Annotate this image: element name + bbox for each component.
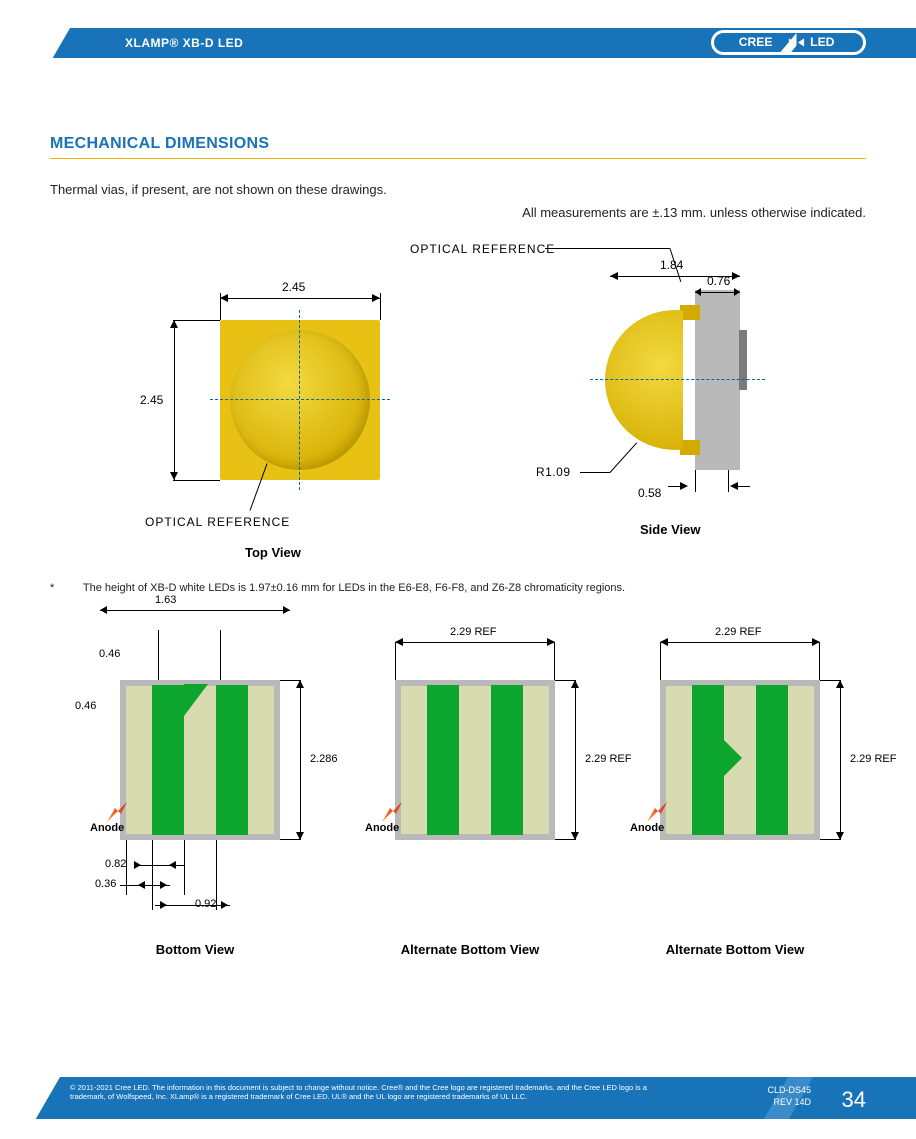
bv3-height-value: 2.29 REF: [850, 753, 896, 765]
cree-led-logo: CREE LED: [711, 30, 866, 55]
side-dim-076-value: 0.76: [707, 274, 730, 288]
anode-arrow-icon: [645, 800, 669, 824]
top-view-height-dim: 2.45: [160, 320, 190, 480]
side-radius-label: R1.09: [536, 465, 571, 479]
bv1-dim-082: 0.82: [105, 858, 126, 870]
logo-left-text: CREE: [739, 35, 773, 49]
ext-line: [173, 480, 220, 481]
bv1-dim-163-value: 1.63: [155, 594, 176, 606]
top-view-dome: [230, 330, 370, 470]
dim-arrow: [680, 482, 688, 490]
side-dim-184-value: 1.84: [660, 258, 683, 272]
ext-line: [216, 840, 217, 910]
footer-page-number: 34: [842, 1087, 866, 1113]
side-view-substrate: [695, 290, 740, 470]
footnote: * The height of XB-D white LEDs is 1.97±…: [50, 582, 625, 594]
ext-line: [184, 840, 185, 895]
anode-label: Anode: [630, 822, 664, 834]
dim-bar: [134, 865, 184, 866]
bottom-view-2: 2.29 REF 2.29 REF Anode Alternate Bottom…: [340, 610, 600, 960]
anode-pad: [427, 685, 459, 835]
side-view-flange: [680, 440, 700, 455]
footer-slant-fill: [0, 1077, 30, 1119]
side-optical-ref-label: OPTICAL REFERENCE: [410, 242, 555, 256]
bv2-height-dim: 2.29 REF: [565, 680, 595, 840]
ext-line: [380, 293, 381, 320]
leader-line: [545, 248, 670, 249]
side-view-title: Side View: [640, 522, 700, 537]
dim-bar: [738, 486, 750, 487]
ext-line: [220, 293, 221, 320]
side-view-diagram: OPTICAL REFERENCE 1.84 0.76 R1.09 0.58 S…: [530, 240, 830, 560]
side-view-flange: [680, 305, 700, 320]
bv3-height-dim: 2.29 REF: [830, 680, 860, 840]
anode-pad: [692, 685, 724, 835]
anode-label: Anode: [365, 822, 399, 834]
ext-line: [158, 630, 159, 680]
bv1-dim-092: 0.92: [195, 898, 216, 910]
cathode-pad: [756, 685, 788, 835]
dim-bar: [120, 885, 170, 886]
intro-text: Thermal vias, if present, are not shown …: [50, 182, 387, 197]
dim-arrow: [730, 482, 738, 490]
side-view-pad: [739, 330, 747, 390]
bv1-dim-036: 0.36: [95, 878, 116, 890]
centerline-v: [299, 310, 300, 490]
dim-bar: [155, 905, 230, 906]
side-dim-058: 0.58: [638, 484, 661, 502]
bv1-height-value: 2.286: [310, 753, 338, 765]
top-view-width-dim: 2.45: [220, 282, 380, 307]
bv2-width-value: 2.29 REF: [450, 626, 496, 638]
top-view-diagram: 2.45 2.45 OPTICAL REFERENCE Top View: [150, 260, 410, 560]
optical-ref-label: OPTICAL REFERENCE: [145, 515, 290, 529]
section-title: MECHANICAL DIMENSIONS: [50, 135, 269, 153]
dim-bar: [668, 486, 680, 487]
top-view-title: Top View: [245, 545, 301, 560]
bottom-view-1: 1.63 0.46 0.46 2.286 Anode 0.82 0.36 0.9…: [65, 610, 325, 960]
bottom-view-1-title: Bottom View: [65, 942, 325, 957]
logo-right-text: LED: [810, 35, 835, 49]
section-rule: [50, 158, 866, 159]
bottom-view-3: 2.29 REF 2.29 REF Anode Alternate Bottom…: [605, 610, 865, 960]
ext-line: [152, 840, 153, 910]
footer-rev: REV 14D: [773, 1097, 811, 1107]
footnote-text: The height of XB-D white LEDs is 1.97±0.…: [83, 582, 625, 594]
bv3-width-value: 2.29 REF: [715, 626, 761, 638]
centerline-h: [590, 379, 765, 380]
bottom-view-2-title: Alternate Bottom View: [340, 942, 600, 957]
footer-doc-info: CLD-DS45 REV 14D: [767, 1085, 811, 1108]
anode-label: Anode: [90, 822, 124, 834]
bottom-view-3-title: Alternate Bottom View: [605, 942, 865, 957]
centerline-h: [210, 399, 390, 400]
anode-arrow-icon: [380, 800, 404, 824]
footnote-marker: *: [50, 582, 80, 594]
cathode-pad: [491, 685, 523, 835]
footer-doc-id: CLD-DS45: [767, 1085, 811, 1095]
ext-line: [220, 630, 221, 680]
footer-legal-text: © 2011-2021 Cree LED. The information in…: [70, 1083, 650, 1102]
anode-pad: [152, 685, 184, 835]
bv1-dim-046-top: 0.46: [99, 648, 120, 660]
bottom-view-package: [660, 680, 820, 840]
leader-line: [610, 442, 638, 472]
bottom-views-row: 1.63 0.46 0.46 2.286 Anode 0.82 0.36 0.9…: [50, 610, 870, 960]
bottom-view-package: [395, 680, 555, 840]
top-view-width-value: 2.45: [282, 280, 305, 294]
ext-line: [173, 320, 220, 321]
anode-arrow-icon: [105, 800, 129, 824]
top-view-height-value: 2.45: [140, 393, 163, 407]
tolerance-note: All measurements are ±.13 mm. unless oth…: [522, 205, 866, 220]
ext-line: [695, 470, 696, 492]
page-footer: © 2011-2021 Cree LED. The information in…: [0, 1077, 916, 1119]
cathode-pad: [216, 685, 248, 835]
ext-line: [728, 470, 729, 492]
bottom-view-package: [120, 680, 280, 840]
bv1-height-dim: 2.286: [290, 680, 320, 840]
side-dim-058-value: 0.58: [638, 486, 661, 500]
header-slant-fill: [0, 28, 40, 58]
doc-title: XLAMP® XB-D LED: [125, 36, 243, 50]
ext-line: [126, 840, 127, 895]
leader-line: [580, 472, 610, 473]
bv1-dim-046-left: 0.46: [75, 700, 96, 712]
